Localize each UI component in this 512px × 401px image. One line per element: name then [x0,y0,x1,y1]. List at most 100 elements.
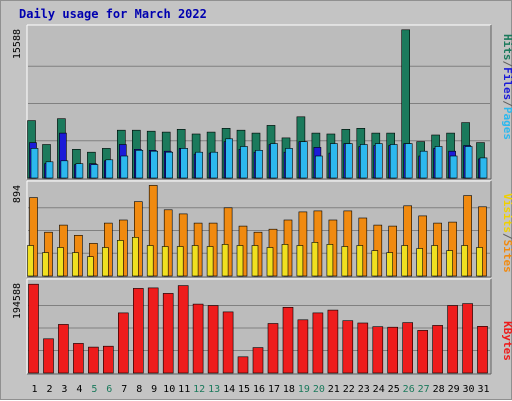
legend-entry: Sites [501,240,512,273]
kbytes-bar [133,288,144,374]
legend-entry: / [501,233,512,240]
kbytes-bar [402,322,414,374]
x-tick-label: 7 [121,384,127,395]
kbytes-bar [147,287,159,374]
pages-bar [434,146,443,179]
sites-bar [236,245,244,277]
x-tick-label: 30 [462,384,474,395]
kbytes-bar [237,356,249,374]
sites-bar [161,246,169,277]
x-tick-label: 5 [91,384,97,395]
kbytes-bar [177,285,189,374]
kbytes-bar [312,312,324,374]
x-tick-label: 1 [31,384,37,395]
pages-bar [150,150,158,179]
series-kbytes [28,283,488,374]
pages-bar [90,164,99,179]
x-tick-label: 16 [253,384,265,395]
pages-bar [60,160,69,179]
sites-bar [206,246,214,277]
series-pages [30,138,488,179]
legend-entry: / [501,100,512,107]
kbytes-bar [58,324,69,374]
sites-bar [386,252,394,277]
sites-bar [251,245,259,277]
sites-bar [431,245,438,277]
pages-bar [180,148,188,179]
pages-bar [195,151,203,179]
kbytes-bar [432,325,443,374]
pages-bar [315,155,323,179]
x-tick-label: 22 [343,384,355,395]
pages-bar [374,143,383,179]
pages-bar [45,161,54,179]
series-sites [27,237,483,277]
kbytes-bar [73,343,84,374]
pages-bar [165,151,173,179]
sites-bar [326,244,334,277]
kbytes-bar [28,283,39,374]
legend-entry: / [501,61,512,68]
pages-bar [419,150,428,179]
y-max-label: 894 [12,185,23,203]
kbytes-bar [88,346,99,374]
legend-middle: Visits/Sites [501,193,512,273]
x-tick-label: 23 [358,384,370,395]
pages-bar [464,146,473,179]
x-tick-label: 14 [223,384,235,395]
x-tick-label: 4 [76,384,82,395]
x-tick-label: 25 [388,384,400,395]
x-tick-label: 6 [106,384,112,395]
kbytes-bar [297,319,309,374]
sites-bar [401,245,409,277]
sites-bar [446,250,453,277]
pages-bar [359,144,368,179]
kbytes-bar [252,347,264,374]
kbytes-bar [207,305,219,374]
sites-bar [281,244,289,277]
x-tick-label: 19 [298,384,310,395]
pages-bar [75,163,84,179]
sites-bar [57,247,64,277]
kbytes-bar [342,320,354,374]
x-tick-label: 8 [136,384,142,395]
y-max-label: 194588 [12,283,23,319]
chart-title: Daily usage for March 2022 [19,7,207,21]
sites-bar [341,246,349,277]
sites-bar [416,248,424,277]
pages-bar [30,148,39,179]
x-tick-label: 29 [448,384,460,395]
x-tick-label: 2 [46,384,52,395]
pages-bar [285,148,293,179]
sites-bar [72,252,79,277]
x-tick-label: 15 [238,384,250,395]
y-max-label: 15588 [12,29,23,59]
pages-bar [449,155,458,179]
x-tick-label: 18 [283,384,295,395]
kbytes-bar [222,311,234,374]
sites-bar [146,245,154,277]
sites-bar [117,240,124,277]
pages-bar [210,151,218,179]
x-tick-label: 26 [403,384,415,395]
sites-bar [311,242,319,277]
legend-entry: Hits [501,34,512,61]
pages-bar [344,143,353,179]
legend-top: Hits/Files/Pages [501,34,512,140]
pages-bar [225,138,233,179]
kbytes-bar [327,309,339,374]
sites-bar [476,247,483,277]
kbytes-bar [103,345,114,374]
x-tick-label: 11 [178,384,190,395]
pages-bar [105,159,114,179]
sites-bar [42,252,49,277]
pages-bar [479,157,488,179]
sites-bar [266,247,274,277]
x-tick-label: 9 [151,384,157,395]
sites-bar [27,245,34,277]
pages-bar [270,143,278,179]
pages-bar [389,144,398,179]
kbytes-bar [118,312,129,374]
pages-bar [255,150,263,179]
